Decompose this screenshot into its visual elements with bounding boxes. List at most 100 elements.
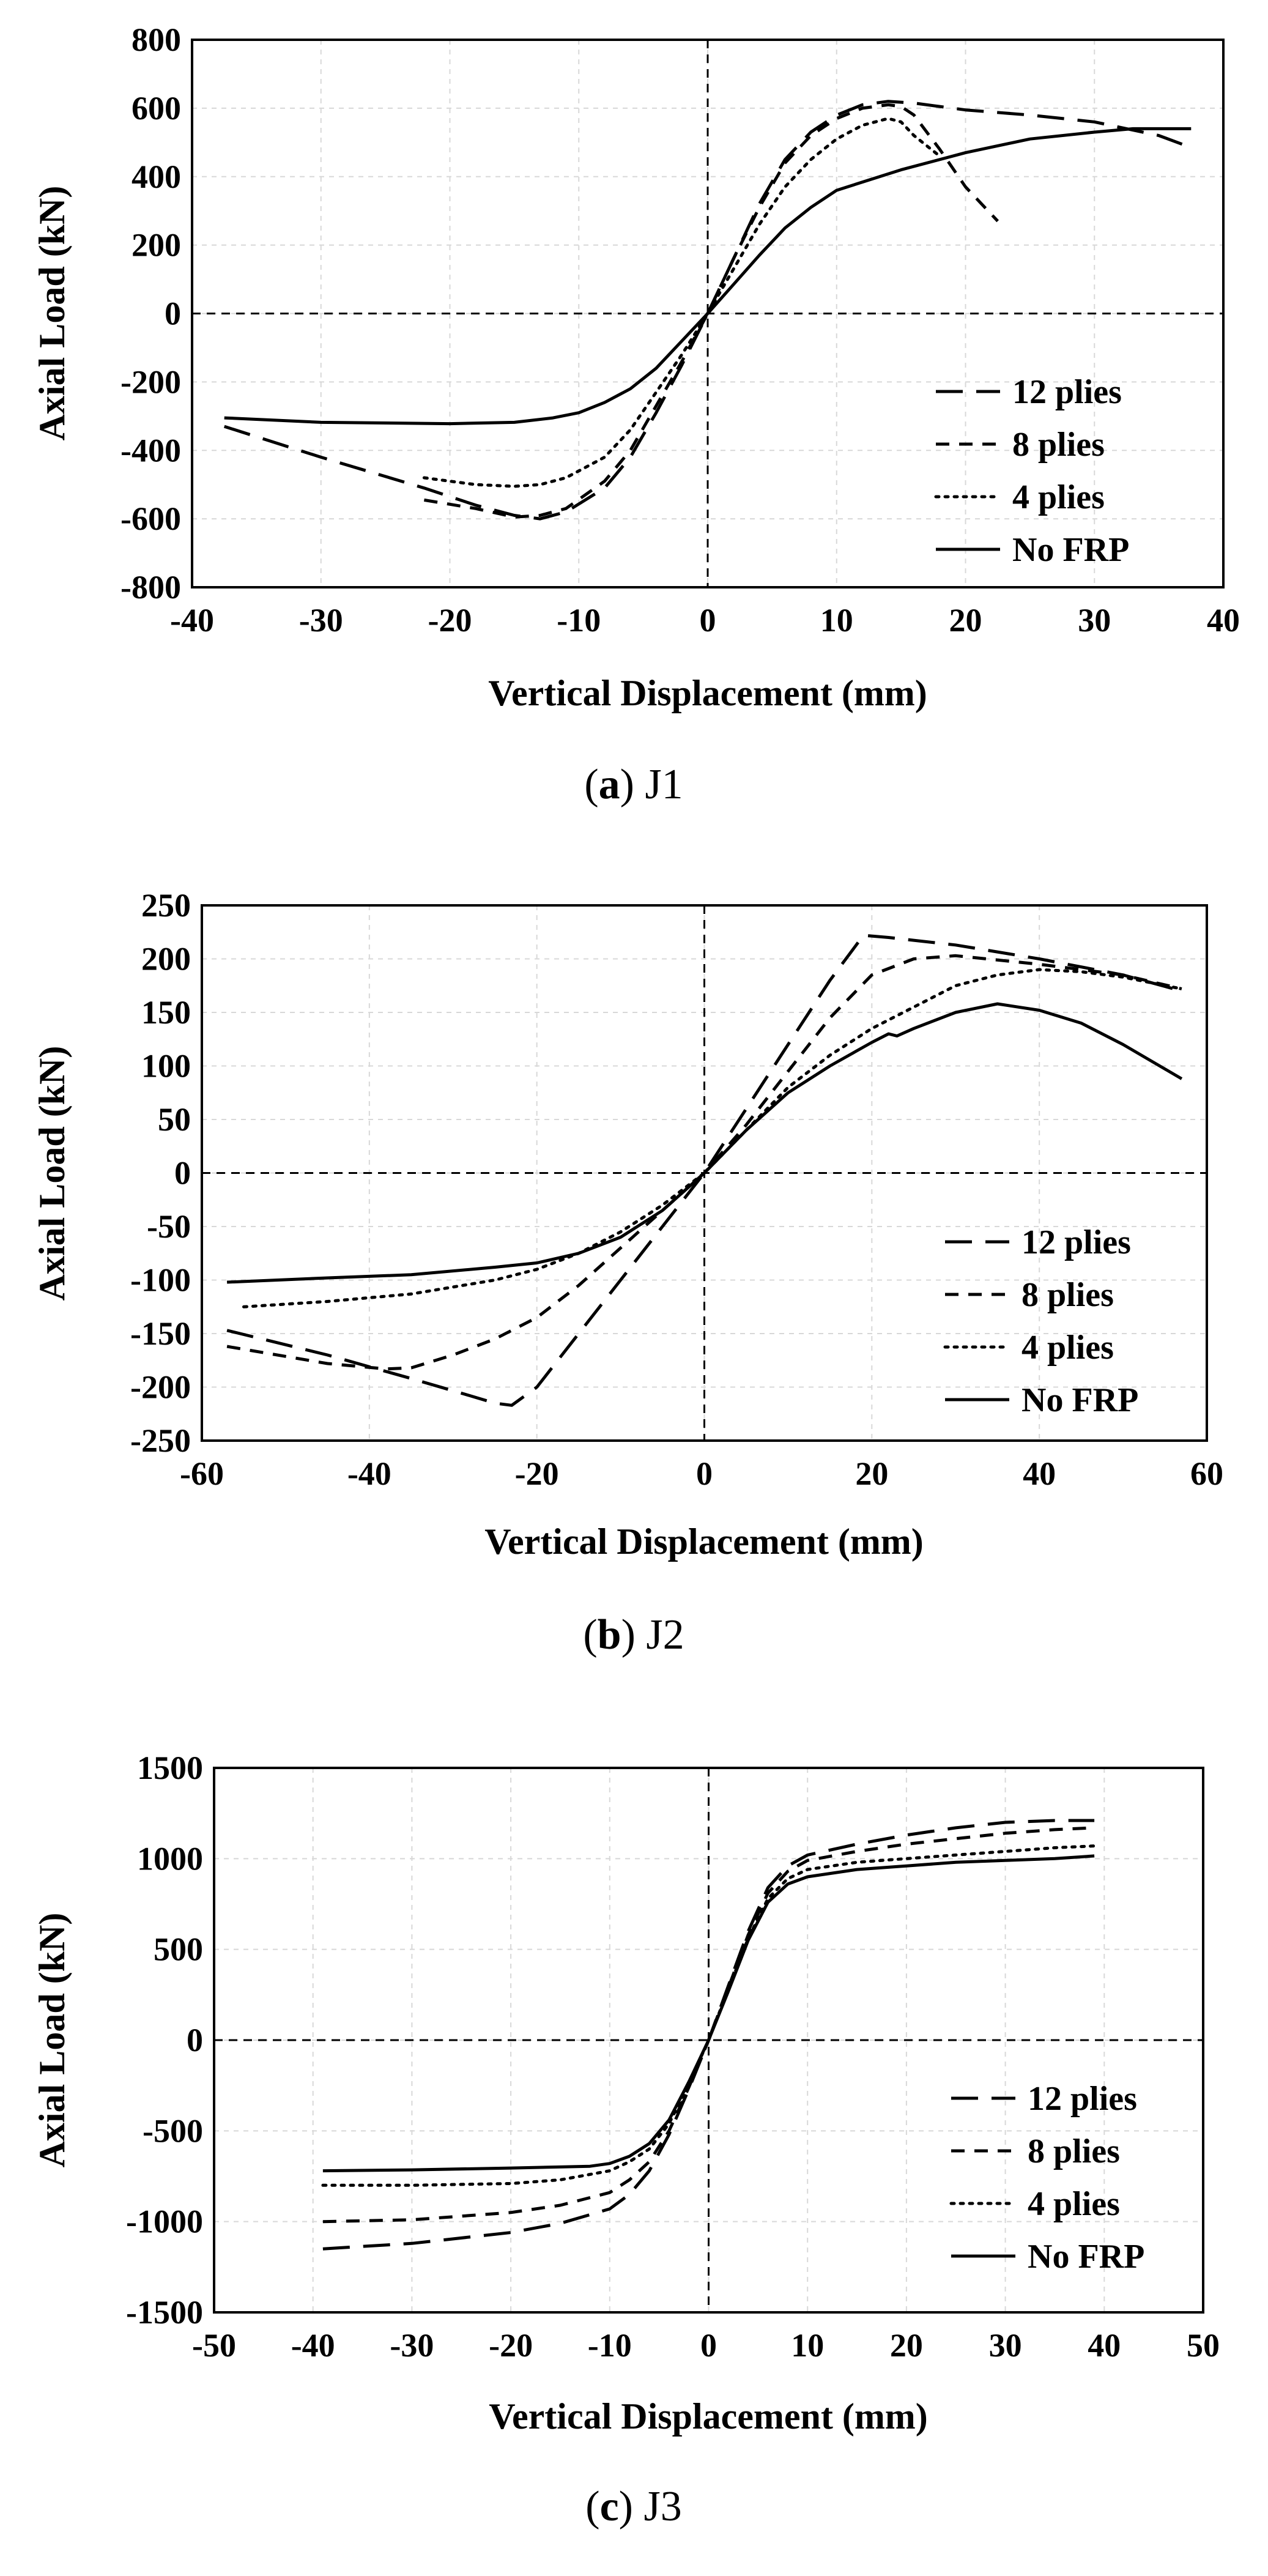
x-tick-labels: -50 -40 -30 -20 -10 0 10 20 30 40 50 bbox=[192, 2327, 1220, 2364]
legend-label: No FRP bbox=[1012, 531, 1129, 569]
y-tick-label: 150 bbox=[141, 994, 191, 1031]
legend-label: 4 plies bbox=[1021, 1329, 1114, 1367]
x-tick-label: 60 bbox=[1190, 1455, 1223, 1492]
y-tick-labels: 1500 1000 500 0 -500 -1000 -1500 bbox=[126, 1750, 203, 2331]
series-line-8-plies bbox=[423, 103, 999, 519]
x-tick-label: 40 bbox=[1023, 1455, 1056, 1492]
x-tick-label: 30 bbox=[1078, 602, 1111, 639]
caption-letter: a bbox=[599, 761, 620, 808]
legend: 12 plies 8 plies 4 plies No FRP bbox=[934, 373, 1129, 569]
y-axis-title: Axial Load (kN) bbox=[32, 1913, 72, 2168]
y-tick-label: 50 bbox=[158, 1101, 191, 1138]
caption-label: J2 bbox=[646, 1611, 684, 1658]
y-tick-label: 0 bbox=[174, 1155, 191, 1192]
x-tick-label: 50 bbox=[1187, 2327, 1220, 2364]
series-lines bbox=[223, 100, 1192, 521]
legend-label: 4 plies bbox=[1012, 478, 1105, 516]
x-tick-label: 10 bbox=[820, 602, 853, 639]
legend-label: 12 plies bbox=[1012, 373, 1122, 411]
x-tick-label: -20 bbox=[489, 2327, 533, 2364]
y-tick-label: -800 bbox=[120, 569, 181, 606]
plot-frame bbox=[191, 39, 1225, 588]
x-axis-title: Vertical Displacement (mm) bbox=[489, 2396, 928, 2437]
y-tick-labels: 250 200 150 100 50 0 -50 -100 -150 -200 -250 bbox=[130, 887, 191, 1459]
y-tick-label: 400 bbox=[132, 158, 181, 195]
legend-label: 12 plies bbox=[1021, 1223, 1131, 1261]
series-line-12-plies bbox=[226, 934, 1182, 1407]
caption: (c) J3 bbox=[585, 2483, 681, 2530]
x-tick-label: -40 bbox=[291, 2327, 335, 2364]
series-line-no-frp bbox=[226, 1002, 1183, 1284]
y-tick-label: 1000 bbox=[137, 1840, 203, 1877]
series-lines bbox=[226, 934, 1184, 1407]
x-tick-label: 0 bbox=[700, 2327, 717, 2364]
y-tick-label: 1500 bbox=[137, 1750, 203, 1786]
plot-frame bbox=[213, 1767, 1204, 2314]
legend-label: 8 plies bbox=[1012, 426, 1105, 464]
x-tick-label: -60 bbox=[180, 1455, 224, 1492]
y-tick-label: -400 bbox=[120, 432, 181, 469]
x-tick-label: -10 bbox=[557, 602, 601, 639]
x-tick-label: -40 bbox=[347, 1455, 391, 1492]
x-tick-label: -30 bbox=[299, 602, 343, 639]
x-tick-labels: -40 -30 -20 -10 0 10 20 30 40 bbox=[170, 602, 1240, 639]
legend-label: No FRP bbox=[1028, 2238, 1144, 2276]
caption: (a) J1 bbox=[584, 761, 683, 808]
x-tick-label: 0 bbox=[700, 602, 716, 639]
caption-label: J3 bbox=[643, 2483, 681, 2530]
y-tick-label: 0 bbox=[165, 295, 181, 332]
y-tick-label: 600 bbox=[132, 90, 181, 127]
y-tick-label: 500 bbox=[154, 1931, 203, 1968]
y-tick-label: -200 bbox=[130, 1369, 191, 1406]
x-tick-label: 30 bbox=[989, 2327, 1022, 2364]
y-tick-labels: 800 600 400 200 0 -200 -400 -600 -800 bbox=[120, 21, 181, 606]
x-tick-label: 20 bbox=[890, 2327, 923, 2364]
x-tick-label: -30 bbox=[390, 2327, 434, 2364]
x-tick-label: 40 bbox=[1207, 602, 1240, 639]
legend-label: 12 plies bbox=[1028, 2080, 1137, 2118]
y-tick-label: -500 bbox=[143, 2112, 203, 2149]
x-tick-label: 40 bbox=[1088, 2327, 1121, 2364]
series-line-4-plies bbox=[242, 968, 1184, 1308]
x-tick-label: 10 bbox=[791, 2327, 824, 2364]
y-tick-label: 100 bbox=[141, 1048, 191, 1085]
y-tick-label: -1500 bbox=[126, 2294, 203, 2331]
y-tick-label: 800 bbox=[132, 21, 181, 58]
x-axis-title: Vertical Displacement (mm) bbox=[488, 673, 927, 713]
y-tick-label: -1000 bbox=[126, 2203, 203, 2240]
legend-label: 8 plies bbox=[1028, 2132, 1120, 2170]
y-axis-title: Axial Load (kN) bbox=[32, 186, 72, 441]
y-tick-label: -150 bbox=[130, 1315, 191, 1352]
y-tick-label: 0 bbox=[187, 2022, 203, 2058]
y-tick-label: 200 bbox=[132, 227, 181, 264]
x-tick-label: -50 bbox=[192, 2327, 236, 2364]
y-tick-label: -200 bbox=[120, 363, 181, 400]
legend-label: No FRP bbox=[1021, 1381, 1138, 1419]
legend-label: 8 plies bbox=[1021, 1276, 1114, 1314]
y-tick-label: 200 bbox=[141, 941, 191, 978]
x-tick-label: -10 bbox=[588, 2327, 632, 2364]
x-tick-label: 20 bbox=[949, 602, 982, 639]
legend: 12 plies 8 plies 4 plies No FRP bbox=[949, 2080, 1144, 2276]
x-axis-title: Vertical Displacement (mm) bbox=[484, 1521, 924, 1562]
x-tick-labels: -60 -40 -20 0 20 40 60 bbox=[180, 1455, 1223, 1492]
y-tick-label: -250 bbox=[130, 1422, 191, 1459]
caption-letter: b bbox=[598, 1611, 621, 1658]
y-tick-label: 250 bbox=[141, 887, 191, 924]
series-line-no-frp bbox=[224, 127, 1192, 426]
y-tick-label: -600 bbox=[120, 500, 181, 537]
plot-frame bbox=[201, 904, 1208, 1442]
caption: (b) J2 bbox=[583, 1611, 684, 1658]
x-tick-label: -20 bbox=[428, 602, 472, 639]
series-line-no-frp bbox=[322, 1854, 1095, 2173]
legend-label: 4 plies bbox=[1028, 2185, 1120, 2223]
x-tick-label: 20 bbox=[855, 1455, 888, 1492]
x-tick-label: -20 bbox=[515, 1455, 559, 1492]
caption-letter: c bbox=[600, 2483, 619, 2530]
series-lines bbox=[321, 1819, 1096, 2251]
y-axis-title: Axial Load (kN) bbox=[32, 1046, 72, 1301]
x-tick-label: -40 bbox=[170, 602, 214, 639]
y-tick-label: -100 bbox=[130, 1262, 191, 1299]
